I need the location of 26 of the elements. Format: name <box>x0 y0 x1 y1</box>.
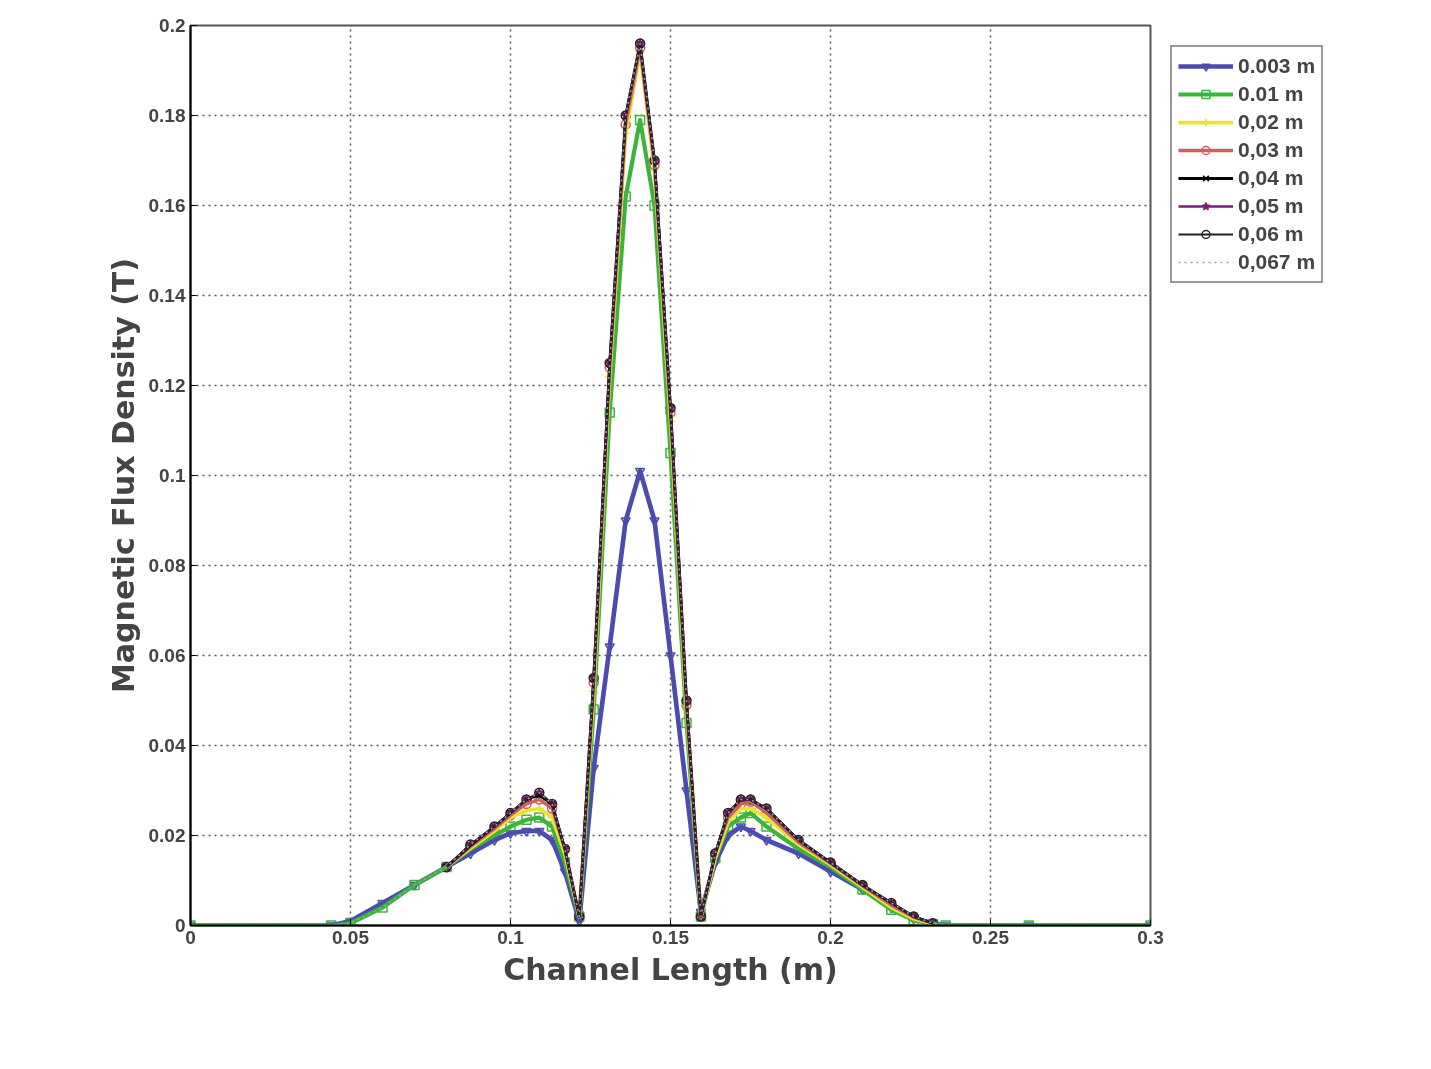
legend-label: 0,067 m <box>1238 249 1316 275</box>
x-axis-title: Channel Length (m) <box>503 951 838 987</box>
y-tick-label: 0.04 <box>148 735 186 756</box>
legend-label: 0,02 m <box>1238 109 1304 135</box>
y-tick-label: 0.08 <box>148 555 186 576</box>
legend-label: 0,04 m <box>1238 165 1304 191</box>
y-tick-label: 0.06 <box>148 645 186 666</box>
x-tick-label: 0.2 <box>817 926 844 948</box>
legend-label: 0,05 m <box>1238 193 1304 219</box>
x-tick-label: 0.15 <box>652 926 690 948</box>
legend-label: 0.01 m <box>1238 81 1304 107</box>
y-tick-label: 0.02 <box>148 825 186 846</box>
x-tick-label: 0.1 <box>497 926 525 948</box>
x-tick-label: 0.25 <box>972 926 1010 948</box>
y-tick-label: 0.2 <box>159 15 186 36</box>
y-axis-title: Magnetic Flux Density (T) <box>105 257 141 694</box>
legend-label: 0,06 m <box>1238 221 1304 247</box>
y-tick-label: 0.1 <box>159 465 186 486</box>
legend-label: 0.003 m <box>1238 53 1316 79</box>
x-tick-label: 0.3 <box>1137 926 1164 948</box>
legend-label: 0,03 m <box>1238 137 1304 163</box>
y-tick-label: 0.14 <box>148 285 186 306</box>
y-tick-label: 0.12 <box>148 375 186 396</box>
x-tick-label: 0.05 <box>332 926 370 948</box>
y-tick-label: 0.18 <box>148 105 186 126</box>
y-tick-label: 0.16 <box>148 195 186 216</box>
